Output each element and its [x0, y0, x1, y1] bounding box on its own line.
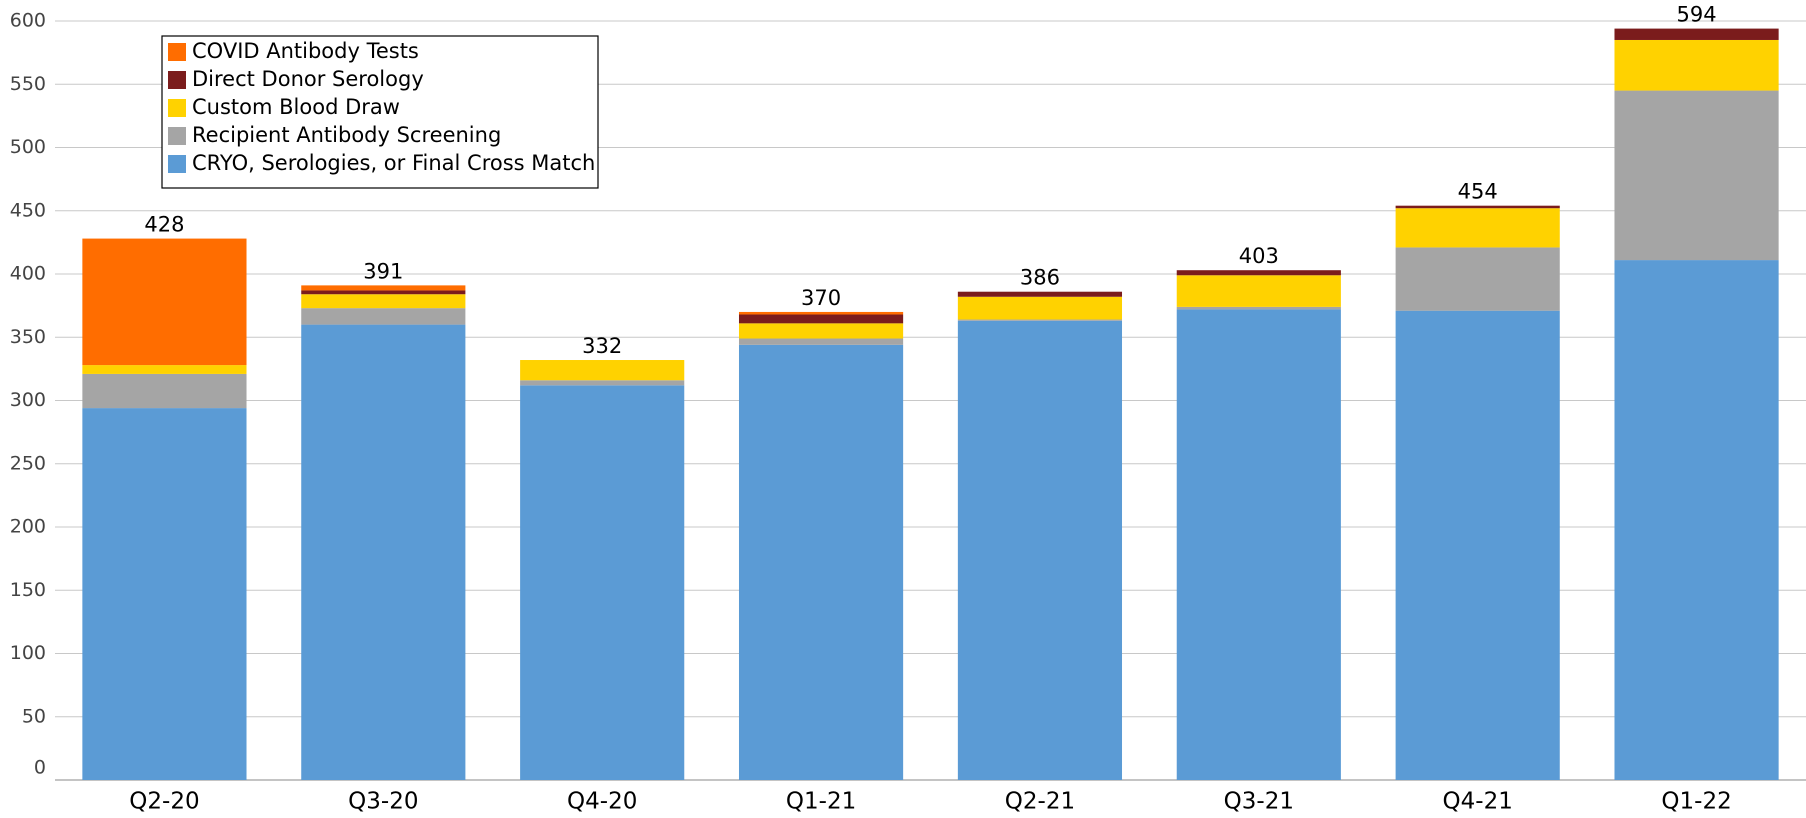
bar-segment — [957, 296, 1123, 320]
bar-segment — [1614, 28, 1779, 40]
bar-segment — [82, 373, 247, 409]
y-tick-label: 150 — [10, 579, 46, 601]
bar-segment — [738, 323, 904, 339]
legend-swatch — [168, 155, 186, 173]
bar-segment — [1614, 90, 1779, 261]
y-tick-label: 50 — [22, 705, 46, 727]
y-tick-label: 400 — [10, 263, 46, 285]
x-tick-label: Q2-21 — [1005, 789, 1075, 815]
bar-segment — [520, 385, 685, 780]
y-tick-label: 200 — [10, 516, 46, 538]
bar-segment — [301, 285, 466, 291]
bar-segment — [1614, 260, 1779, 781]
legend-label: Custom Blood Draw — [192, 95, 400, 119]
bar-segment — [1395, 310, 1560, 780]
bar-segment — [1395, 205, 1560, 209]
bar-segment — [738, 311, 904, 315]
legend-label: COVID Antibody Tests — [192, 39, 419, 63]
y-tick-label: 300 — [10, 389, 46, 411]
bar-segment — [82, 238, 247, 366]
legend-label: Recipient Antibody Screening — [192, 123, 501, 147]
bar-segment — [520, 360, 685, 381]
x-tick-label: Q1-21 — [786, 789, 856, 815]
total-label: 386 — [1020, 266, 1060, 290]
y-tick-label: 500 — [10, 136, 46, 158]
x-tick-label: Q3-20 — [348, 789, 418, 815]
bar-segment — [82, 365, 247, 374]
bar-segment — [1614, 39, 1779, 91]
legend-swatch — [168, 99, 186, 117]
total-label: 428 — [144, 213, 184, 237]
bar-segment — [520, 380, 685, 386]
legend-swatch — [168, 71, 186, 89]
bar-segment — [1176, 309, 1341, 780]
y-tick-label: 550 — [10, 73, 46, 95]
bar-segment — [957, 291, 1123, 297]
total-label: 454 — [1458, 180, 1498, 204]
bar-segment — [957, 320, 1123, 780]
legend-box — [161, 35, 599, 189]
bar-segment — [1176, 306, 1341, 310]
legend-label: Direct Donor Serology — [192, 67, 424, 91]
x-tick-label: Q3-21 — [1224, 789, 1294, 815]
bar-segment — [957, 319, 1123, 321]
total-label: 370 — [801, 286, 841, 310]
bar-segment — [1395, 208, 1560, 248]
x-tick-label: Q4-20 — [567, 789, 637, 815]
bar-segment — [301, 294, 466, 309]
y-tick-label: 350 — [10, 326, 46, 348]
legend-label: CRYO, Serologies, or Final Cross Match — [192, 151, 595, 175]
bar-segment — [738, 314, 904, 324]
x-tick-label: Q2-20 — [129, 789, 199, 815]
bar-segment — [1176, 275, 1341, 307]
y-tick-label: 450 — [10, 199, 46, 221]
bar-segment — [301, 308, 466, 325]
y-tick-label: 250 — [10, 452, 46, 474]
total-label: 594 — [1677, 3, 1717, 27]
bar-segment — [1176, 270, 1341, 276]
bar-segment — [1395, 247, 1560, 311]
legend-swatch — [168, 127, 186, 145]
total-label: 403 — [1239, 244, 1279, 268]
y-tick-label: 100 — [10, 642, 46, 664]
bar-segment — [82, 408, 247, 780]
y-tick-label: 0 — [34, 757, 46, 779]
bar-segment — [301, 290, 466, 295]
total-label: 391 — [363, 259, 403, 283]
total-label: 332 — [582, 334, 622, 358]
y-tick-label: 600 — [10, 10, 46, 32]
x-tick-label: Q4-21 — [1443, 789, 1513, 815]
x-tick-label: Q1-22 — [1661, 789, 1731, 815]
bar-segment — [738, 344, 904, 780]
bar-segment — [301, 324, 466, 780]
bar-segment — [738, 338, 904, 345]
legend-swatch — [168, 43, 186, 61]
